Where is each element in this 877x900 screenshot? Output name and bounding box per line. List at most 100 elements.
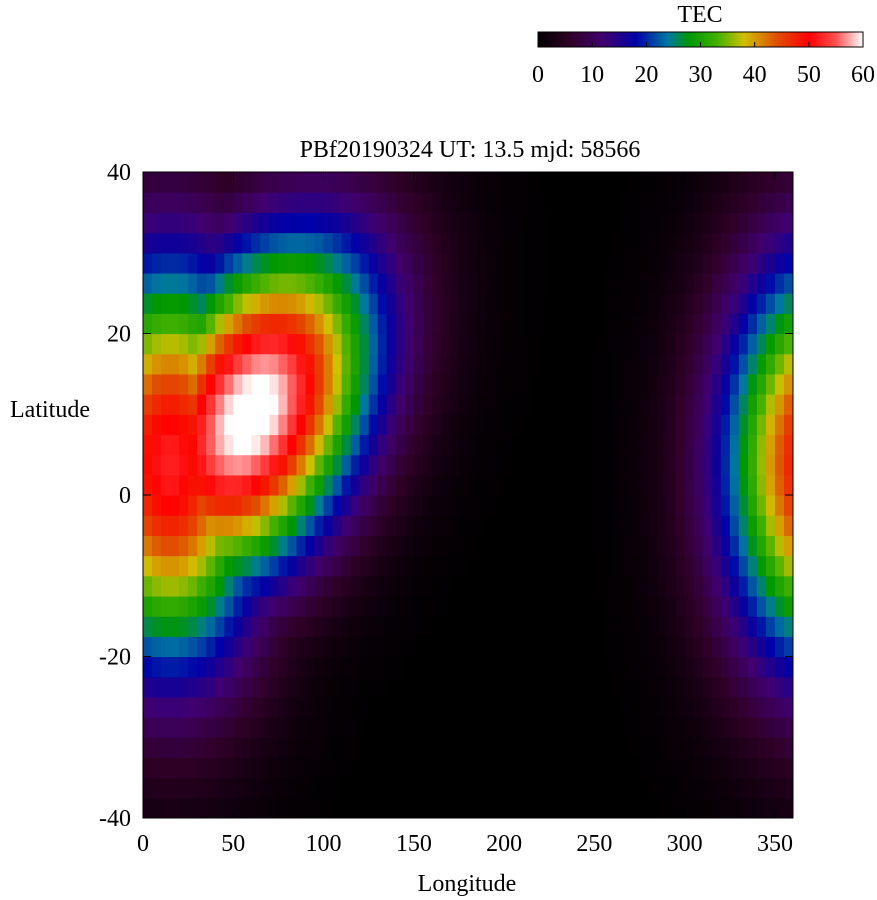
heatmap-cell (440, 555, 451, 577)
heatmap-cell (693, 777, 704, 799)
heatmap-cell (368, 676, 379, 698)
heatmap-cell (675, 272, 686, 294)
heatmap-cell (458, 474, 469, 496)
heatmap-cell (639, 777, 650, 799)
heatmap-cell (513, 515, 523, 536)
heatmap-cell (251, 272, 261, 294)
heatmap-cell (720, 232, 731, 254)
heatmap-cell (747, 696, 758, 718)
heatmap-cell (720, 172, 731, 193)
heatmap-cell (513, 595, 523, 617)
heatmap-cell (468, 495, 478, 516)
heatmap-cell (702, 172, 713, 193)
heatmap-cell (161, 495, 171, 516)
heatmap-cell (395, 737, 406, 759)
heatmap-cell (287, 656, 298, 678)
heatmap-cell (531, 656, 541, 678)
heatmap-cell (684, 434, 695, 456)
heatmap-cell (305, 212, 316, 234)
heatmap-cell (341, 212, 352, 234)
heatmap-cell (251, 616, 261, 637)
heatmap-cell (477, 454, 487, 476)
heatmap-cell (585, 555, 595, 577)
heatmap-cell (558, 495, 568, 516)
heatmap-cell (251, 515, 261, 536)
heatmap-cell (152, 636, 162, 658)
heatmap-cell (314, 252, 325, 274)
heatmap-cell (350, 575, 361, 597)
heatmap-cell (720, 434, 731, 456)
heatmap-cell (621, 717, 632, 738)
heatmap-cell (486, 252, 496, 274)
heatmap-cell (332, 636, 343, 658)
heatmap-cell (188, 777, 198, 799)
heatmap-cell (621, 212, 632, 234)
heatmap-cell (260, 434, 270, 456)
heatmap-cell (594, 353, 605, 375)
heatmap-cell (269, 737, 280, 759)
heatmap-cell (278, 797, 289, 818)
heatmap-cell (305, 172, 316, 193)
heatmap-cell (549, 373, 559, 395)
heatmap-cell (449, 495, 460, 516)
heatmap-cell (413, 737, 424, 759)
heatmap-cell (179, 414, 189, 436)
heatmap-cell (233, 252, 243, 274)
heatmap-cell (765, 515, 776, 536)
heatmap-cell (639, 737, 650, 759)
heatmap-cell (350, 252, 361, 274)
heatmap-cell (585, 474, 595, 496)
heatmap-cell (161, 172, 171, 193)
heatmap-cell (756, 696, 767, 718)
heatmap-cell (783, 535, 793, 557)
heatmap-cell (558, 212, 568, 234)
heatmap-cell (404, 333, 415, 355)
heatmap-cell (648, 252, 659, 274)
heatmap-cell (431, 737, 442, 759)
heatmap-cell (422, 252, 433, 274)
heatmap-cell (386, 595, 397, 617)
heatmap-cell (242, 333, 252, 355)
heatmap-cell (531, 495, 541, 516)
heatmap-cell (395, 293, 406, 314)
heatmap-cell (251, 737, 261, 759)
heatmap-cell (287, 192, 298, 213)
heatmap-cell (242, 293, 252, 314)
heatmap-cell (513, 373, 523, 395)
heatmap-cell (720, 515, 731, 536)
heatmap-cell (197, 434, 207, 456)
heatmap-cell (161, 757, 171, 779)
heatmap-cell (540, 717, 550, 738)
heatmap-cell (224, 172, 234, 193)
heatmap-cell (738, 737, 749, 759)
heatmap-cell (161, 737, 171, 759)
heatmap-cell (305, 757, 316, 779)
heatmap-cell (341, 232, 352, 254)
heatmap-cell (549, 696, 559, 718)
heatmap-cell (765, 192, 776, 213)
heatmap-cell (215, 172, 225, 193)
heatmap-cell (332, 797, 343, 818)
heatmap-cell (242, 636, 252, 658)
heatmap-cell (648, 272, 659, 294)
heatmap-cell (612, 272, 623, 294)
heatmap-cell (305, 797, 316, 818)
heatmap-cell (540, 414, 550, 436)
heatmap-cell (549, 575, 559, 597)
heatmap-cell (576, 474, 586, 496)
heatmap-cell (377, 394, 388, 415)
heatmap-cell (278, 474, 289, 496)
heatmap-cell (747, 757, 758, 779)
heatmap-cell (377, 595, 388, 617)
heatmap-cell (675, 636, 686, 658)
heatmap-cell (161, 272, 171, 294)
heatmap-cell (152, 737, 162, 759)
heatmap-cell (774, 373, 785, 395)
heatmap-cell (449, 434, 460, 456)
heatmap-cell (143, 414, 153, 436)
heatmap-cell (675, 454, 686, 476)
heatmap-cell (513, 656, 523, 678)
heatmap-cell (251, 474, 261, 496)
heatmap-cell (458, 414, 469, 436)
heatmap-cell (702, 434, 713, 456)
